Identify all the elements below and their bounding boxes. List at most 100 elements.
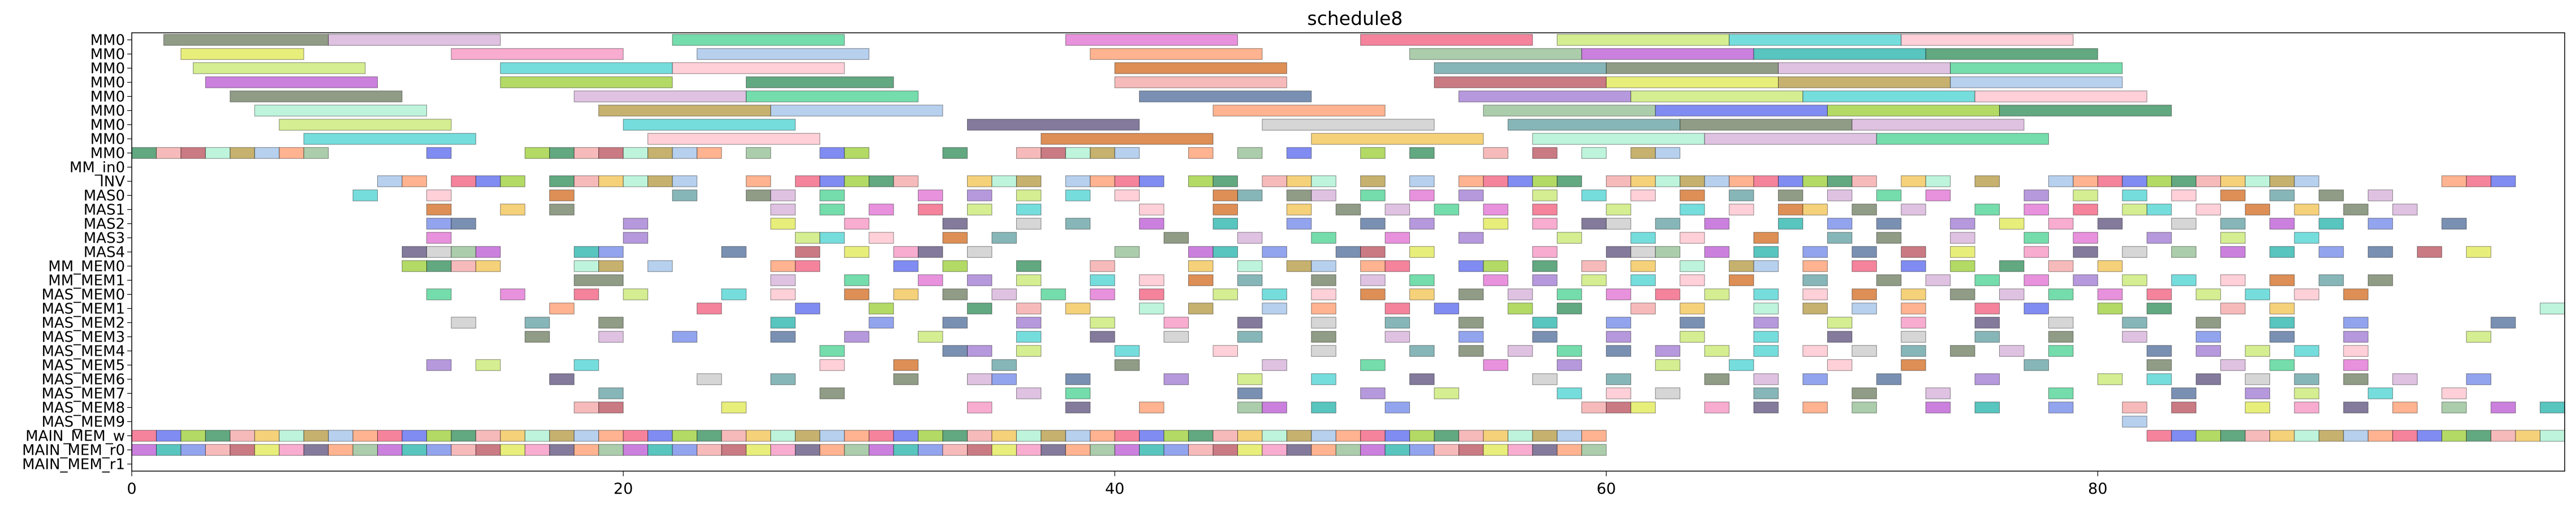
task-bar [402, 260, 427, 272]
task-bar [426, 204, 452, 215]
task-bar [1262, 119, 1435, 131]
task-bar [1852, 246, 1877, 258]
task-bar [1581, 48, 1754, 60]
task-bar [230, 430, 255, 442]
task-bar [1680, 204, 1705, 215]
task-bar [623, 147, 649, 159]
task-bar [1163, 373, 1189, 385]
task-bar [1262, 430, 1287, 442]
task-bar [451, 260, 476, 272]
task-bar [1606, 331, 1632, 343]
task-bar [254, 430, 280, 442]
task-bar [1556, 345, 1582, 357]
x-tick-label: 40 [1105, 480, 1124, 498]
task-bar [869, 204, 894, 215]
task-bar [1016, 317, 1042, 329]
task-bar [966, 246, 993, 258]
task-bar [2097, 303, 2123, 314]
task-bar [1556, 359, 1582, 371]
task-bar [1311, 260, 1336, 272]
task-bar [672, 444, 697, 456]
task-bar [1680, 260, 1705, 272]
task-bar [573, 288, 599, 300]
task-bar [2441, 218, 2467, 230]
task-bar [2392, 204, 2418, 215]
task-bar [1163, 444, 1189, 456]
task-bar [2269, 175, 2295, 187]
task-bar [1139, 444, 1164, 456]
task-bar [1974, 373, 2000, 385]
task-bar [2245, 345, 2271, 357]
task-bar [1852, 175, 1877, 187]
task-bar [1729, 359, 1754, 371]
task-bar [1729, 260, 1754, 272]
task-bar [598, 105, 771, 117]
task-bars [131, 34, 2565, 456]
task-bar [966, 402, 993, 413]
task-bar [1704, 373, 1730, 385]
task-bar [1606, 373, 1632, 385]
task-bar [1950, 260, 1975, 272]
task-bar [500, 288, 525, 300]
task-bar [1655, 359, 1681, 371]
task-bar [2245, 288, 2271, 300]
task-bar [1753, 373, 1779, 385]
task-bar [1876, 218, 1902, 230]
task-bar [1532, 189, 1557, 201]
task-bar [163, 34, 329, 46]
task-bar [2122, 189, 2147, 201]
task-bar [893, 430, 919, 442]
task-bar [500, 62, 673, 74]
task-bar [1556, 444, 1582, 456]
task-bar [1213, 218, 1238, 230]
task-bar [1237, 402, 1263, 413]
task-bar [1925, 274, 1951, 286]
task-bar [1335, 246, 1361, 258]
task-bar [2269, 430, 2295, 442]
task-bar [1384, 260, 1410, 272]
task-bar [1065, 387, 1091, 399]
task-bar [966, 430, 993, 442]
task-bar [991, 430, 1017, 442]
task-bar [991, 373, 1017, 385]
task-bar [1139, 204, 1164, 215]
task-bar [1188, 175, 1214, 187]
task-bar [573, 260, 599, 272]
task-bar [2269, 359, 2295, 371]
task-bar [1139, 175, 1164, 187]
task-bar [1188, 260, 1214, 272]
task-bar [573, 90, 747, 102]
task-bar [1729, 204, 1754, 215]
task-bar [451, 246, 476, 258]
task-bar [2441, 430, 2467, 442]
task-bar [1999, 105, 2172, 117]
y-tick-label: MAS_MEM2 [41, 315, 125, 332]
task-bar [1802, 90, 1975, 102]
task-bar [1606, 204, 1632, 215]
task-bar [844, 430, 870, 442]
task-bar [819, 147, 845, 159]
y-tick-label: INV [100, 174, 125, 191]
task-bar [2392, 373, 2418, 385]
task-bar [2269, 189, 2295, 201]
task-bar [1852, 387, 1877, 399]
task-bar [352, 189, 378, 201]
task-bar [2195, 430, 2221, 442]
task-bar [2540, 303, 2565, 314]
task-bar [770, 317, 796, 329]
y-tick-label: MAS_MEM6 [41, 372, 125, 389]
task-bar [451, 317, 476, 329]
task-bar [1507, 430, 1533, 442]
task-bar [1434, 76, 1607, 88]
task-bar [1704, 133, 1877, 145]
task-bar [1384, 232, 1410, 244]
task-bar [942, 444, 968, 456]
task-bar [966, 303, 993, 314]
task-bar [1409, 175, 1435, 187]
task-bar [2122, 246, 2147, 258]
task-bar [1090, 274, 1115, 286]
task-bar [2097, 260, 2123, 272]
task-bar [279, 119, 452, 131]
task-bar [2097, 373, 2123, 385]
task-bar [1777, 76, 1951, 88]
